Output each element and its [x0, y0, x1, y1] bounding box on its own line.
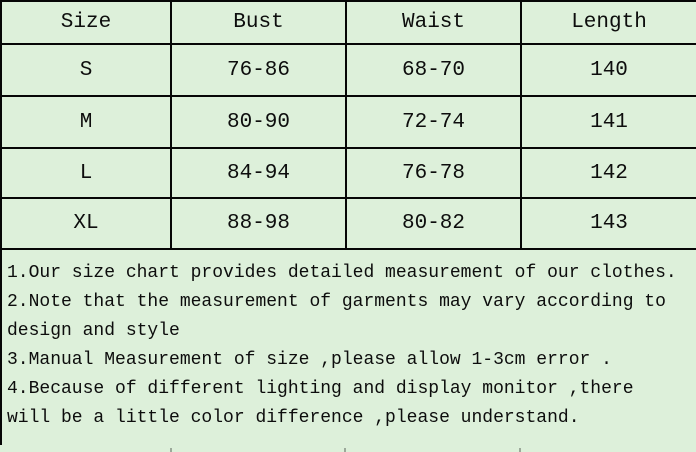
cell-m-size: M	[0, 95, 172, 149]
column-header-size: Size	[0, 0, 172, 45]
cell-l-bust: 84-94	[170, 147, 347, 199]
partial-column-divider-2	[344, 448, 346, 452]
cell-m-bust: 80-90	[170, 95, 347, 149]
notes-block: 1.Our size chart provides detailed measu…	[7, 259, 683, 433]
table-row-xl: XL 88-98 80-82 143	[0, 197, 696, 250]
cell-s-bust: 76-86	[170, 43, 347, 97]
note-line-2: 2.Note that the measurement of garments …	[7, 292, 666, 341]
note-line-4: 4.Because of different lighting and disp…	[7, 379, 634, 428]
next-row-partial-strip	[0, 445, 696, 452]
table-row-m: M 80-90 72-74 141	[0, 95, 696, 149]
notes-cell: 1.Our size chart provides detailed measu…	[0, 248, 696, 447]
cell-m-length: 141	[520, 95, 696, 149]
cell-l-waist: 76-78	[345, 147, 522, 199]
cell-s-waist: 68-70	[345, 43, 522, 97]
cell-m-waist: 72-74	[345, 95, 522, 149]
table-header-row: Size Bust Waist Length	[0, 0, 696, 45]
partial-column-divider-3	[519, 448, 521, 452]
cell-xl-bust: 88-98	[170, 197, 347, 250]
column-header-length: Length	[520, 0, 696, 45]
cell-s-size: S	[0, 43, 172, 97]
cell-xl-length: 143	[520, 197, 696, 250]
cell-xl-size: XL	[0, 197, 172, 250]
column-header-waist: Waist	[345, 0, 522, 45]
cell-l-size: L	[0, 147, 172, 199]
cell-xl-waist: 80-82	[345, 197, 522, 250]
cell-l-length: 142	[520, 147, 696, 199]
table-row-l: L 84-94 76-78 142	[0, 147, 696, 199]
note-line-3: 3.Manual Measurement of size ,please all…	[7, 350, 612, 370]
column-header-bust: Bust	[170, 0, 347, 45]
cell-s-length: 140	[520, 43, 696, 97]
partial-column-divider-1	[170, 448, 172, 452]
notes-row: 1.Our size chart provides detailed measu…	[0, 248, 696, 447]
note-line-1: 1.Our size chart provides detailed measu…	[7, 263, 677, 283]
table-row-s: S 76-86 68-70 140	[0, 43, 696, 97]
